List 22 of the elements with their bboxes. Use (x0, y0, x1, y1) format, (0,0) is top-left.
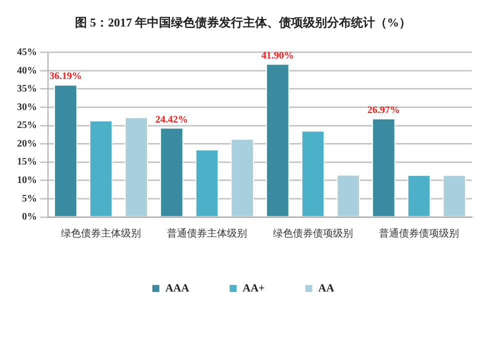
y-tick-label: 30% (17, 102, 37, 113)
x-tick-label: 普通债券主体级别 (167, 228, 247, 240)
y-tick-label: 10% (17, 175, 37, 186)
y-tick-label: 40% (17, 65, 37, 76)
y-tick-label: 5% (22, 193, 37, 204)
x-tick-label: 普通债券债项级别 (379, 228, 459, 240)
y-tick-label: 0% (22, 212, 37, 223)
y-tick-label: 45% (17, 46, 37, 58)
data-label: 24.42% (155, 114, 188, 126)
y-tick-label: 35% (17, 84, 37, 95)
legend-label: AA (318, 282, 334, 294)
data-label: 36.19% (49, 71, 82, 82)
y-tick-label: 15% (17, 156, 37, 168)
chart-title: 图 5：2017 年中国绿色债券发行主体、债项级别分布统计（%） (75, 15, 411, 30)
legend-label: AA+ (242, 282, 265, 294)
data-label: 41.90% (261, 50, 294, 62)
data-label: 26.97% (367, 104, 400, 116)
legend-label: AAA (165, 282, 190, 294)
y-tick-label: 20% (17, 138, 37, 150)
x-tick-label: 绿色债券主体级别 (61, 228, 141, 240)
y-tick-label: 25% (17, 120, 37, 132)
x-tick-label: 绿色债券债项级别 (273, 228, 353, 240)
